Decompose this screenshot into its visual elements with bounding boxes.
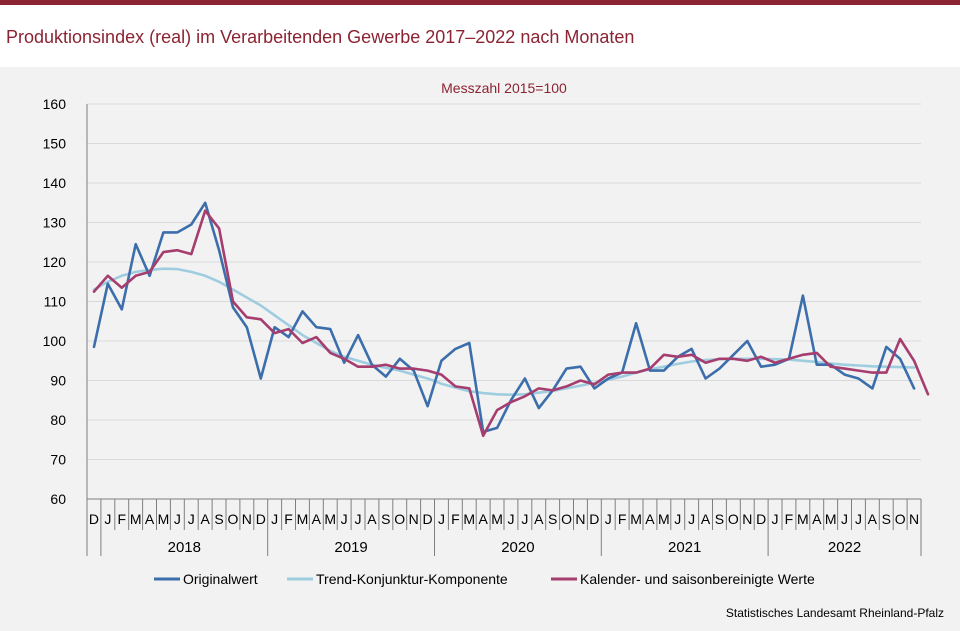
month-label: J [855, 511, 862, 527]
month-label: J [271, 511, 278, 527]
month-label: J [104, 511, 111, 527]
month-label: J [772, 511, 779, 527]
month-label: N [242, 511, 252, 527]
month-label: S [715, 511, 724, 527]
y-tick-label: 150 [43, 136, 67, 152]
y-tick-label: 80 [50, 412, 66, 428]
month-label: D [589, 511, 599, 527]
month-label: M [630, 511, 642, 527]
month-label: M [658, 511, 670, 527]
month-label: A [312, 511, 322, 527]
month-label: D [756, 511, 766, 527]
month-label: S [882, 511, 891, 527]
page-title: Produktionsindex (real) im Verarbeitende… [6, 27, 635, 47]
month-label: F [451, 511, 460, 527]
month-label: J [355, 511, 362, 527]
chart-panel [0, 67, 960, 631]
source-note: Statistisches Landesamt Rheinland-Pfalz [725, 606, 944, 620]
month-label: A [367, 511, 377, 527]
y-tick-label: 120 [43, 254, 67, 270]
chart-subtitle: Messzahl 2015=100 [441, 80, 567, 96]
month-label: N [409, 511, 419, 527]
month-label: O [561, 511, 572, 527]
month-label: M [324, 511, 336, 527]
year-label: 2021 [668, 539, 701, 556]
series-line [92, 201, 916, 434]
month-label: F [284, 511, 293, 527]
year-label: 2022 [828, 539, 861, 556]
y-tick-label: 100 [43, 333, 67, 349]
month-label: O [895, 511, 906, 527]
month-label: J [521, 511, 528, 527]
top-accent-bar [0, 0, 960, 5]
month-label: J [507, 511, 514, 527]
month-label: N [909, 511, 919, 527]
month-label: J [841, 511, 848, 527]
month-label: N [575, 511, 585, 527]
month-label: M [130, 511, 142, 527]
month-label: A [812, 511, 822, 527]
series-line [92, 267, 916, 397]
month-label: M [797, 511, 809, 527]
y-tick-label: 160 [43, 96, 67, 112]
month-label: A [701, 511, 711, 527]
month-label: A [868, 511, 878, 527]
month-label: J [674, 511, 681, 527]
month-label: M [158, 511, 170, 527]
month-label: M [825, 511, 837, 527]
month-label: M [463, 511, 475, 527]
month-label: S [381, 511, 390, 527]
series-line [92, 209, 930, 438]
month-label: F [618, 511, 627, 527]
month-label: D [422, 511, 432, 527]
year-label: 2019 [334, 539, 367, 556]
month-label: M [491, 511, 503, 527]
header: Produktionsindex (real) im Verarbeitende… [0, 5, 960, 67]
month-label: S [548, 511, 557, 527]
y-tick-label: 90 [50, 373, 66, 389]
legend-label: Kalender- und saisonbereinigte Werte [580, 571, 815, 587]
month-label: J [688, 511, 695, 527]
legend-label: Originalwert [183, 571, 258, 587]
month-label: S [214, 511, 223, 527]
legend-label: Trend-Konjunktur-Komponente [316, 571, 508, 587]
y-tick-label: 130 [43, 215, 67, 231]
month-label: O [228, 511, 239, 527]
month-label: A [200, 511, 210, 527]
month-label: F [785, 511, 794, 527]
year-label: 2018 [168, 539, 201, 556]
month-label: J [188, 511, 195, 527]
y-tick-label: 70 [50, 452, 66, 468]
month-label: A [145, 511, 155, 527]
month-label: J [438, 511, 445, 527]
month-label: O [728, 511, 739, 527]
month-label: A [645, 511, 655, 527]
y-tick-label: 110 [44, 294, 67, 310]
month-label: F [117, 511, 126, 527]
month-label: N [742, 511, 752, 527]
month-label: J [174, 511, 181, 527]
year-label: 2020 [501, 539, 534, 556]
month-label: M [297, 511, 309, 527]
y-tick-label: 140 [43, 175, 67, 191]
month-label: O [394, 511, 405, 527]
y-tick-label: 60 [50, 491, 66, 507]
month-label: A [534, 511, 544, 527]
month-label: D [256, 511, 266, 527]
month-label: D [89, 511, 99, 527]
month-label: J [605, 511, 612, 527]
month-label: A [478, 511, 488, 527]
month-label: J [341, 511, 348, 527]
